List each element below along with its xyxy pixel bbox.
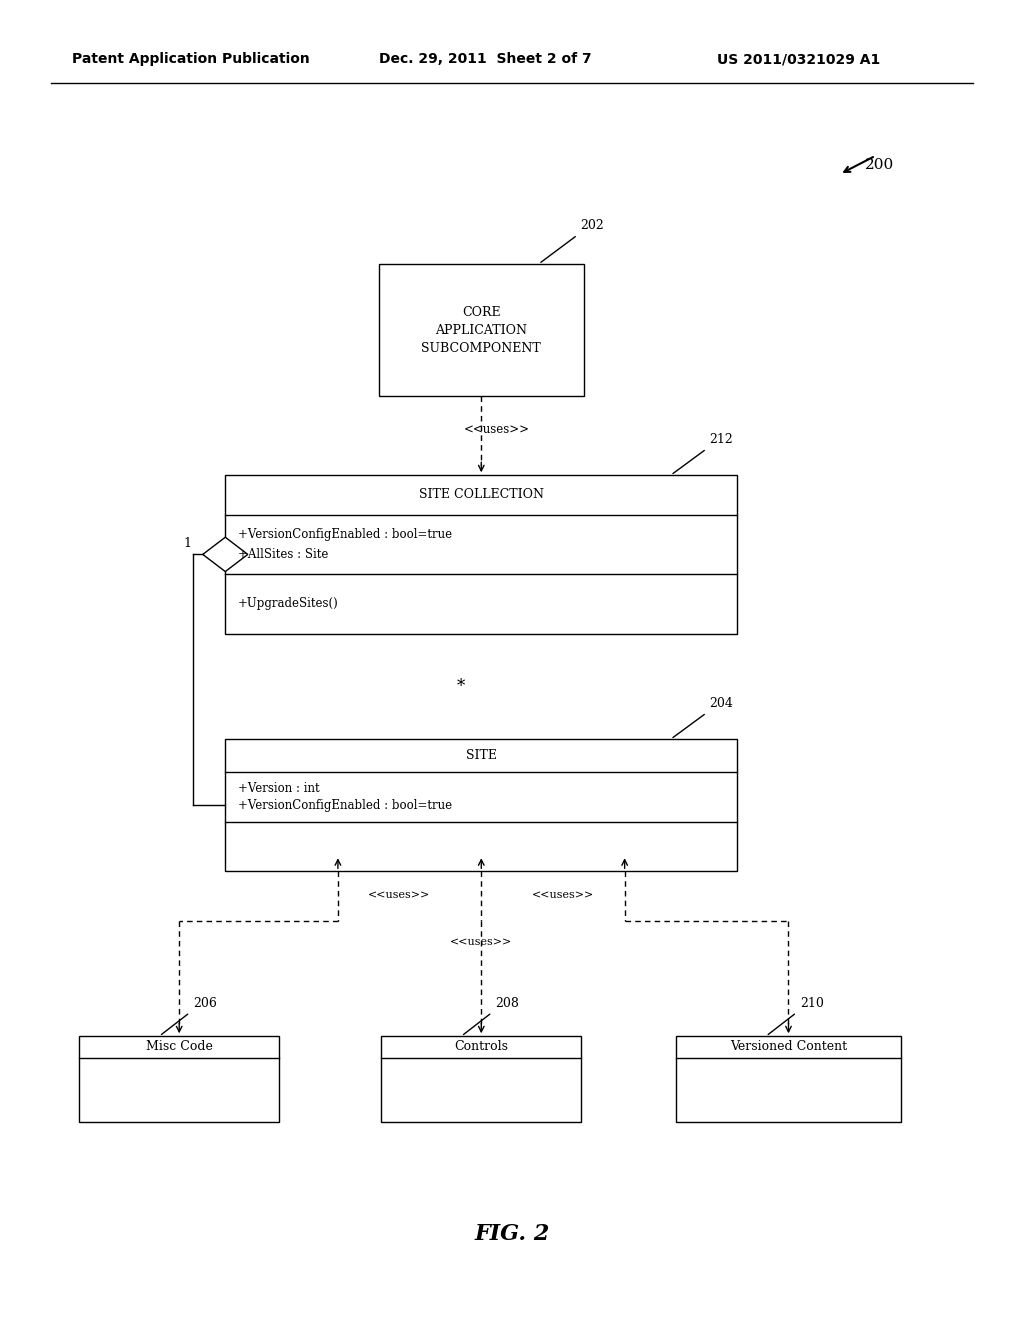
Text: <<uses>>: <<uses>> <box>532 890 594 900</box>
Text: +VersionConfigEnabled : bool=true: +VersionConfigEnabled : bool=true <box>238 528 452 541</box>
Text: +Version : int: +Version : int <box>238 783 319 795</box>
Text: US 2011/0321029 A1: US 2011/0321029 A1 <box>717 53 880 66</box>
Text: Dec. 29, 2011  Sheet 2 of 7: Dec. 29, 2011 Sheet 2 of 7 <box>379 53 592 66</box>
Bar <box>225 475 737 634</box>
Text: SITE: SITE <box>466 750 497 762</box>
Text: 202: 202 <box>581 219 604 232</box>
Text: 1: 1 <box>183 537 191 550</box>
Text: +UpgradeSites(): +UpgradeSites() <box>238 598 338 610</box>
Text: +VersionConfigEnabled : bool=true: +VersionConfigEnabled : bool=true <box>238 799 452 812</box>
Bar <box>225 739 737 871</box>
Text: Controls: Controls <box>455 1040 508 1053</box>
Text: FIG. 2: FIG. 2 <box>474 1224 550 1245</box>
Text: *: * <box>457 678 465 694</box>
Text: <<uses>>: <<uses>> <box>369 890 430 900</box>
Text: Patent Application Publication: Patent Application Publication <box>72 53 309 66</box>
Text: Versioned Content: Versioned Content <box>730 1040 847 1053</box>
Bar <box>676 1036 901 1122</box>
Text: +AllSites : Site: +AllSites : Site <box>238 548 328 561</box>
Text: <<uses>>: <<uses>> <box>451 937 512 946</box>
Text: <<uses>>: <<uses>> <box>464 422 529 436</box>
Text: 206: 206 <box>193 997 217 1010</box>
Bar <box>79 1036 279 1122</box>
Text: SITE COLLECTION: SITE COLLECTION <box>419 488 544 502</box>
Text: 210: 210 <box>800 997 823 1010</box>
Text: 212: 212 <box>710 433 733 446</box>
Text: 200: 200 <box>865 158 895 172</box>
Bar <box>379 264 584 396</box>
Text: CORE
APPLICATION
SUBCOMPONENT: CORE APPLICATION SUBCOMPONENT <box>422 305 541 355</box>
Text: 208: 208 <box>495 997 519 1010</box>
Text: Misc Code: Misc Code <box>145 1040 213 1053</box>
Polygon shape <box>203 537 248 572</box>
Text: 204: 204 <box>710 697 733 710</box>
Bar <box>381 1036 581 1122</box>
